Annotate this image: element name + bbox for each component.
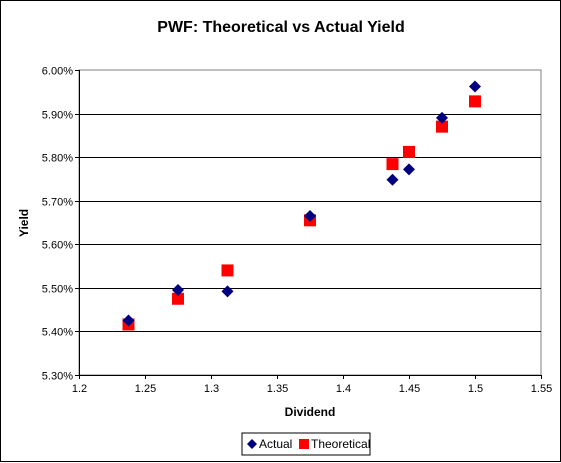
x-axis-title: Dividend bbox=[285, 405, 336, 419]
actual-point bbox=[221, 285, 234, 298]
theoretical-point bbox=[403, 145, 415, 158]
legend-marker-actual bbox=[247, 439, 257, 449]
x-axis-ticks: 1.2 1.25 1.3 1.35 1.4 1.45 1.5 1.55 bbox=[72, 375, 552, 395]
chart-title: PWF: Theoretical vs Actual Yield bbox=[157, 19, 404, 36]
x-tick-label: 1.5 bbox=[468, 383, 483, 395]
y-tick-label: 5.50% bbox=[42, 284, 73, 296]
x-tick-label: 1.3 bbox=[204, 383, 219, 395]
legend-marker-theoretical bbox=[299, 439, 309, 449]
x-tick-label: 1.2 bbox=[72, 383, 87, 395]
y-tick-label: 5.40% bbox=[42, 327, 73, 339]
y-tick-label: 5.80% bbox=[42, 153, 73, 165]
x-tick-label: 1.4 bbox=[336, 383, 351, 395]
x-tick-label: 1.35 bbox=[267, 383, 288, 395]
gridlines bbox=[79, 114, 541, 332]
actual-point bbox=[403, 163, 415, 176]
y-tick-label: 5.70% bbox=[42, 197, 73, 209]
theoretical-point bbox=[436, 120, 448, 133]
y-axis-ticks: 5.30% 5.40% 5.50% 5.60% 5.70% 5.80% 5.90% 6.00% bbox=[42, 66, 80, 383]
legend-label-actual: Actual bbox=[259, 437, 292, 451]
theoretical-point bbox=[221, 264, 234, 277]
actual-point bbox=[304, 209, 316, 222]
y-tick-label: 5.30% bbox=[42, 371, 73, 383]
legend: Actual Theoretical bbox=[241, 432, 371, 456]
actual-point bbox=[469, 80, 481, 93]
actual-point bbox=[436, 111, 448, 124]
data-points bbox=[122, 80, 481, 331]
actual-point bbox=[122, 314, 135, 327]
actual-point bbox=[386, 173, 399, 186]
x-tick-label: 1.25 bbox=[135, 383, 156, 395]
theoretical-point bbox=[469, 95, 481, 108]
actual-point bbox=[172, 284, 184, 297]
y-tick-label: 5.90% bbox=[42, 110, 73, 122]
y-tick-label: 6.00% bbox=[42, 66, 73, 78]
theoretical-point bbox=[172, 292, 184, 305]
y-tick-label: 5.60% bbox=[42, 240, 73, 252]
legend-label-theoretical: Theoretical bbox=[311, 437, 370, 451]
y-axis-title: Yield bbox=[17, 209, 31, 237]
x-tick-label: 1.55 bbox=[531, 383, 552, 395]
theoretical-point bbox=[386, 158, 399, 171]
x-tick-label: 1.45 bbox=[399, 383, 420, 395]
